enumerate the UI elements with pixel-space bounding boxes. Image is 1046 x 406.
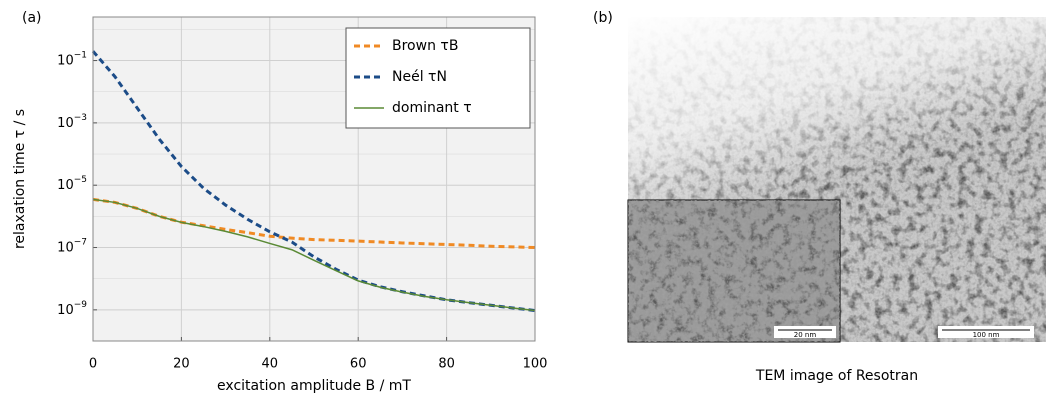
plot-frame — [92, 16, 536, 342]
legend-label: Brown τB — [392, 38, 458, 54]
y-tick-label: 10−3 — [57, 112, 87, 130]
x-tick-label: 80 — [438, 357, 455, 372]
plot: Brown τB Neél τN dominant τ — [91, 17, 536, 342]
scale-text: 100 nm — [973, 331, 1000, 339]
caption: TEM image of Resotran — [755, 368, 918, 384]
x-tick-label: 100 — [523, 357, 548, 372]
scale-text: 20 nm — [794, 331, 817, 339]
series-line — [92, 197, 536, 250]
y-tick-label: 10−5 — [57, 175, 87, 193]
y-tick-label: 10−1 — [57, 50, 87, 68]
panel-label: (a) — [22, 10, 42, 26]
x-tick-label: 60 — [350, 357, 367, 372]
tem-image: 20 nm 100 nm — [627, 17, 1046, 343]
legend-label: Neél τN — [392, 69, 447, 85]
y-tick-label: 10−7 — [57, 237, 87, 255]
y-axis-label: relaxation time τ / s — [12, 109, 28, 249]
inset-grain — [628, 200, 840, 342]
legend-label: dominant τ — [392, 100, 472, 116]
series-line — [92, 198, 536, 312]
x-tick-label: 20 — [173, 357, 190, 372]
scale-box — [938, 326, 1034, 338]
panel-label: (b) — [593, 10, 613, 26]
scale-box — [774, 326, 836, 338]
x-tick-label: 0 — [89, 357, 97, 372]
x-axis-label: excitation amplitude B / mT — [217, 378, 411, 394]
x-tick-label: 40 — [262, 357, 279, 372]
y-tick-label: 10−9 — [57, 299, 87, 317]
